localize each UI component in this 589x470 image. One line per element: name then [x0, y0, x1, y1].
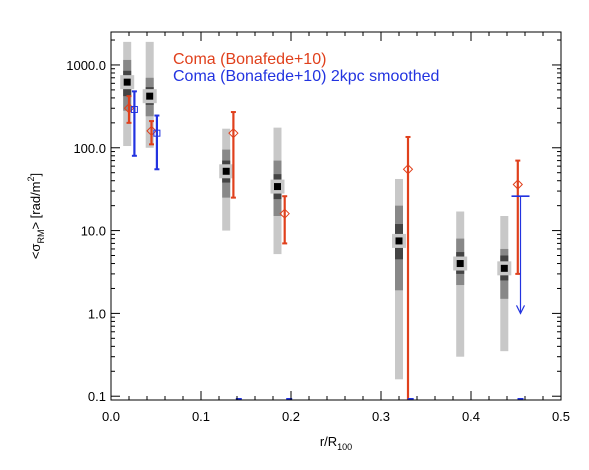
legend: Coma (Bonafede+10)Coma (Bonafede+10) 2kp…: [173, 51, 439, 85]
y-tick-label: 0.1: [88, 389, 106, 404]
observation-layer: [123, 90, 530, 400]
y-tick-label: 1.0: [88, 306, 106, 321]
x-tick-label: 0.3: [372, 409, 390, 424]
simulation-point: [392, 178, 406, 380]
simulation-layer: [120, 41, 512, 380]
simulation-median-point: [500, 264, 508, 272]
simulation-median-point: [123, 78, 131, 86]
simulation-point: [219, 128, 234, 231]
simulation-point: [270, 127, 285, 255]
x-tick-label: 0.1: [192, 409, 210, 424]
y-tick-label: 1000.0: [66, 58, 106, 73]
simulation-median-point: [456, 260, 464, 268]
y-axis-label-part: RM: [36, 230, 46, 244]
red-data-point: [228, 111, 239, 199]
y-axis-label-part: > [rad/m: [28, 181, 43, 229]
red-data-point: [402, 135, 414, 400]
red-data-point: [146, 120, 157, 146]
blue-data-point: [153, 114, 161, 171]
legend-entry: Coma (Bonafede+10): [173, 51, 326, 68]
blue-square-marker: [130, 105, 138, 113]
blue-square-marker: [153, 129, 161, 137]
simulation-median-point: [222, 167, 230, 175]
blue-data-point: [511, 195, 530, 315]
x-tick-label: 0.4: [462, 409, 480, 424]
y-axis-label: <σRM> [rad/m2]: [26, 173, 46, 259]
red-data-point: [123, 95, 135, 124]
red-data-point: [279, 195, 290, 245]
simulation-median-point: [274, 183, 281, 191]
x-axis-label-main: r/R: [320, 434, 337, 449]
y-tick-label: 10.0: [81, 224, 106, 239]
red-diamond-marker: [512, 179, 524, 190]
simulation-median-point: [395, 237, 403, 245]
x-tick-label: 0.0: [102, 409, 120, 424]
red-diamond-marker: [228, 127, 239, 139]
legend-entry: Coma (Bonafede+10) 2kpc smoothed: [173, 68, 439, 85]
x-tick-label: 0.2: [282, 409, 300, 424]
blue-upper-limit-arrow: [515, 305, 526, 315]
y-axis-label-part: 2: [26, 176, 36, 181]
red-diamond-marker: [402, 164, 414, 175]
simulation-point: [453, 211, 468, 357]
simulation-point: [497, 216, 512, 352]
simulation-point: [120, 41, 135, 147]
simulation-point: [142, 41, 157, 148]
x-tick-label: 0.5: [552, 409, 570, 424]
red-data-point: [512, 159, 524, 275]
red-diamond-marker: [279, 208, 290, 219]
blue-data-point: [130, 90, 138, 157]
x-axis-label: r/R100: [320, 434, 352, 452]
axes-layer: 0.0 0.1 0.2 0.3 0.4 0.5 0.1 1.0 10.0 100.0 1000.0 r…: [26, 32, 570, 452]
x-axis-label-subscript: 100: [337, 442, 352, 452]
y-axis-label-part: <σ: [28, 244, 43, 260]
y-axis-label-part: ]: [28, 173, 43, 177]
y-tick-label: 100.0: [73, 141, 106, 156]
plot-frame: [110, 31, 562, 401]
red-diamond-marker: [146, 125, 157, 137]
simulation-median-point: [146, 92, 154, 100]
